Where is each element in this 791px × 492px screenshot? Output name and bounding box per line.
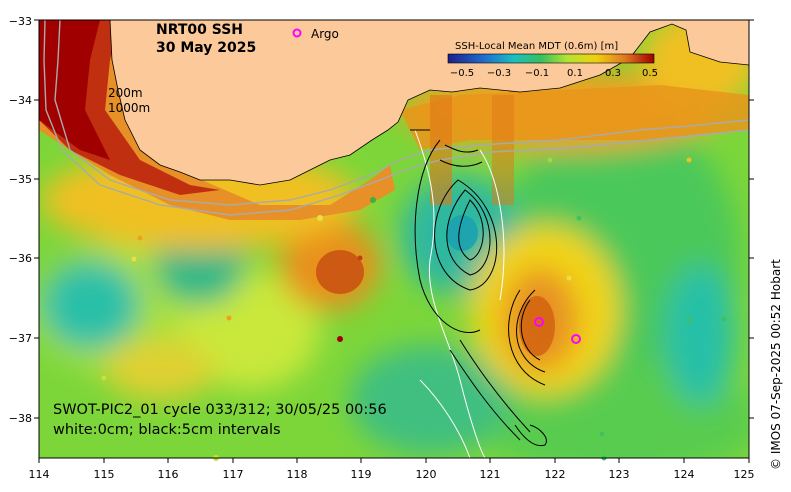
x-tick-label: 124 [674, 468, 695, 481]
depth-label-200m: 200m [108, 86, 143, 100]
map-title: NRT00 SSH [156, 22, 243, 38]
x-tick-label: 120 [416, 468, 437, 481]
colorbar-tick: −0.1 [525, 68, 549, 79]
argo-float-marker[interactable] [721, 316, 727, 322]
y-tick-label: −38 [9, 412, 32, 425]
argo-float-marker[interactable] [599, 431, 605, 437]
map-frame [38, 19, 750, 459]
argo-float-marker[interactable] [576, 215, 582, 221]
argo-legend-label: Argo [311, 27, 339, 41]
argo-float-marker[interactable] [317, 215, 323, 221]
y-axis: −33 −34 −35 −36 −37 −38 [9, 15, 32, 425]
x-tick-label: 122 [545, 468, 566, 481]
colorbar-tick: 0.5 [642, 68, 658, 79]
depth-label-1000m: 1000m [108, 101, 150, 115]
y-tick-label: −37 [9, 332, 32, 345]
argo-markers [101, 157, 727, 461]
argo-float-marker[interactable] [337, 336, 343, 342]
argo-float-marker[interactable] [370, 197, 376, 203]
argo-float-marker[interactable] [566, 275, 572, 281]
x-tick-label: 117 [223, 468, 244, 481]
argo-float-marker[interactable] [357, 255, 363, 261]
argo-legend: Argo [292, 27, 339, 41]
argo-float-marker[interactable] [686, 157, 692, 163]
argo-float-marker[interactable] [137, 235, 143, 241]
swot-contours [410, 129, 547, 458]
argo-float-marker[interactable] [571, 334, 581, 344]
x-tick-label: 119 [351, 468, 372, 481]
y-tick-label: −35 [9, 173, 32, 186]
colorbar: SSH-Local Mean MDT (0.6m) [m] −0.5 −0.3 … [447, 41, 658, 79]
x-tick-label: 114 [29, 468, 50, 481]
x-tick-label: 125 [734, 468, 755, 481]
argo-float-marker[interactable] [686, 317, 692, 323]
argo-float-marker[interactable] [131, 256, 137, 262]
x-axis: 114 115 116 117 118 119 120 121 122 123 … [29, 468, 755, 481]
y-tick-label: −34 [9, 94, 32, 107]
argo-float-marker[interactable] [226, 315, 232, 321]
bathymetry-contours [43, 20, 749, 216]
colorbar-tick: −0.3 [487, 68, 511, 79]
argo-float-marker[interactable] [101, 375, 107, 381]
x-tick-label: 118 [287, 468, 308, 481]
colorbar-tick: 0.1 [567, 68, 583, 79]
swot-info-line2: white:0cm; black:5cm intervals [53, 422, 281, 438]
colorbar-title: SSH-Local Mean MDT (0.6m) [m] [455, 41, 618, 52]
colorbar-gradient [447, 53, 655, 64]
x-tick-label: 121 [480, 468, 501, 481]
copyright-credit: © IMOS 07-Sep-2025 00:52 Hobart [769, 259, 783, 470]
argo-legend-icon [292, 28, 302, 38]
swot-info-line1: SWOT-PIC2_01 cycle 033/312; 30/05/25 00:… [53, 402, 387, 418]
colorbar-tick: 0.3 [605, 68, 621, 79]
x-tick-label: 116 [158, 468, 179, 481]
argo-float-marker[interactable] [547, 157, 553, 163]
x-tick-label: 123 [609, 468, 630, 481]
map-date: 30 May 2025 [156, 40, 256, 56]
argo-float-marker[interactable] [534, 317, 544, 327]
y-tick-label: −36 [9, 252, 32, 265]
colorbar-tick: −0.5 [450, 68, 474, 79]
y-tick-label: −33 [9, 15, 32, 28]
x-tick-label: 115 [94, 468, 115, 481]
axis-tick-marks [34, 19, 754, 463]
